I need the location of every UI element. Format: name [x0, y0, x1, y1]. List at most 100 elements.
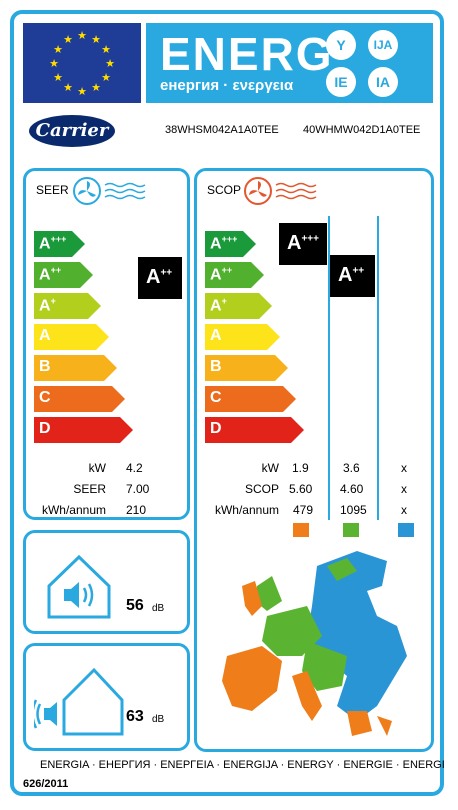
- svg-text:★: ★: [49, 57, 59, 70]
- svg-text:★: ★: [63, 81, 73, 94]
- cooling-class-bar: B: [34, 355, 117, 381]
- warmer-zone-swatch: [293, 523, 309, 537]
- indoor-noise-value: 56: [126, 597, 144, 614]
- cooling-class-label: A+: [39, 296, 56, 315]
- heating-rating-average-badge: A++: [330, 255, 375, 297]
- cooling-class-bar: A+: [34, 293, 101, 319]
- seer-title: SEER: [36, 183, 69, 197]
- footer-languages: ENERGIA · ЕНЕРГИЯ · ΕΝΕΡΓΕΙΑ · ENERGIJA …: [40, 759, 445, 771]
- svg-text:★: ★: [77, 29, 87, 42]
- heating-class-label: A: [210, 327, 222, 344]
- heating-panel: SCOP A+++ A++ A+ A B C D A+++ A++ kW 1.9 3.6 x…: [194, 168, 434, 752]
- heating-fan-icon: [244, 177, 317, 205]
- heat-spec-value: 479: [293, 503, 314, 517]
- heat-spec-label: SCOP: [244, 482, 279, 496]
- heating-class-label: A+: [210, 296, 227, 315]
- cool-spec-label: kW: [88, 461, 106, 475]
- outdoor-model: 40WHMW042D1A0TEE: [303, 124, 421, 136]
- heating-class-label: D: [210, 420, 222, 437]
- cooling-fan-icon: [73, 177, 146, 205]
- outdoor-noise-panel: 63 dB: [23, 643, 190, 751]
- heating-class-bar: A++: [205, 262, 264, 288]
- heat-spec-value: 5.60: [289, 482, 313, 496]
- energy-word: ENERG: [160, 28, 334, 80]
- europe-climate-map: [222, 551, 407, 736]
- cooling-class-label: D: [39, 420, 51, 437]
- heating-class-label: A+++: [210, 234, 238, 253]
- indoor-model: 38WHSM042A1A0TEE: [165, 124, 279, 136]
- svg-text:★: ★: [91, 81, 101, 94]
- svg-text:★: ★: [53, 71, 63, 84]
- lang-code-y: Y: [326, 30, 356, 60]
- svg-text:★: ★: [91, 33, 101, 46]
- energy-subtitle: енергия · ενεργεια: [160, 77, 294, 94]
- heating-class-label: A++: [210, 265, 233, 284]
- lang-code-ija: IJA: [368, 30, 398, 60]
- lang-code-ia: IA: [368, 67, 398, 97]
- cooling-class-bar: C: [34, 386, 125, 412]
- brand-logo: Carrier: [29, 115, 115, 147]
- zone-divider: [328, 216, 330, 520]
- svg-text:★: ★: [63, 33, 73, 46]
- heating-class-bar: A+: [205, 293, 272, 319]
- eu-flag: ★ ★★ ★★★ ★★★ ★★★: [23, 23, 141, 103]
- heating-class-label: C: [210, 389, 222, 406]
- heat-spec-label: kW: [261, 461, 279, 475]
- header: ★ ★ ★ ★ ★ ★ ★ ★ ★ ★ ★ ★ ENERG енергия · ενεργεια…: [23, 23, 433, 103]
- zone-divider: [377, 216, 379, 520]
- regulation-number: 626/2011: [23, 778, 69, 790]
- cooling-class-label: B: [39, 358, 51, 375]
- heat-spec-label: kWh/annum: [214, 503, 279, 517]
- cool-spec-label: kWh/annum: [41, 503, 106, 517]
- indoor-noise-icon: [47, 554, 111, 619]
- colder-zone-swatch: [398, 523, 414, 537]
- cooling-class-bar: A: [34, 324, 109, 350]
- heating-class-bar: A+++: [205, 231, 256, 257]
- cooling-class-label: C: [39, 389, 51, 406]
- heat-spec-value: 1095: [340, 503, 367, 517]
- outdoor-noise-icon: [34, 667, 124, 736]
- energy-banner: ENERG енергия · ενεργεια Y IJA IE IA: [146, 23, 433, 103]
- heat-spec-value: x: [401, 461, 407, 475]
- heating-class-bar: C: [205, 386, 296, 412]
- cooling-rating-text: A++: [146, 266, 173, 288]
- heating-class-bar: B: [205, 355, 288, 381]
- cooling-class-label: A+++: [39, 234, 67, 253]
- heat-spec-value: 3.6: [343, 461, 360, 475]
- brand-row: Carrier 38WHSM042A1A0TEE 40WHMW042D1A0TE…: [23, 112, 433, 150]
- cool-spec-label: SEER: [73, 482, 106, 496]
- svg-text:★: ★: [53, 43, 63, 56]
- average-zone-swatch: [343, 523, 359, 537]
- svg-text:★: ★: [101, 43, 111, 56]
- outdoor-noise-unit: dB: [152, 714, 165, 725]
- heating-rating-warmer-text: A+++: [287, 232, 319, 254]
- svg-text:★: ★: [101, 71, 111, 84]
- cooling-class-label: A: [39, 327, 51, 344]
- cooling-class-bar: A++: [34, 262, 93, 288]
- heat-spec-value: x: [401, 482, 407, 496]
- cool-spec-value: 210: [126, 503, 147, 517]
- outdoor-noise-value: 63: [126, 708, 144, 725]
- cooling-rating-badge: A++: [138, 257, 182, 299]
- cooling-class-bar: D: [34, 417, 133, 443]
- heating-class-bar: D: [205, 417, 304, 443]
- cooling-class-label: A++: [39, 265, 62, 284]
- heat-spec-value: 4.60: [340, 482, 364, 496]
- cool-spec-value: 7.00: [126, 482, 150, 496]
- heat-spec-value: 1.9: [292, 461, 309, 475]
- cooling-class-bar: A+++: [34, 231, 85, 257]
- scop-title: SCOP: [207, 183, 242, 197]
- heating-rating-average-text: A++: [338, 264, 365, 286]
- indoor-noise-panel: 56 dB: [23, 530, 190, 634]
- svg-text:★: ★: [77, 85, 87, 98]
- cooling-panel: SEER A+++ A++ A+ A B C D A++ kW 4.2 SEER 7.00 …: [23, 168, 190, 520]
- heating-rating-warmer-badge: A+++: [279, 223, 327, 265]
- heating-class-label: B: [210, 358, 222, 375]
- heat-spec-value: x: [401, 503, 407, 517]
- label-frame: [10, 10, 444, 796]
- lang-code-ie: IE: [326, 67, 356, 97]
- cool-spec-value: 4.2: [126, 461, 143, 475]
- heating-class-bar: A: [205, 324, 280, 350]
- svg-text:★: ★: [105, 57, 115, 70]
- indoor-noise-unit: dB: [152, 603, 165, 614]
